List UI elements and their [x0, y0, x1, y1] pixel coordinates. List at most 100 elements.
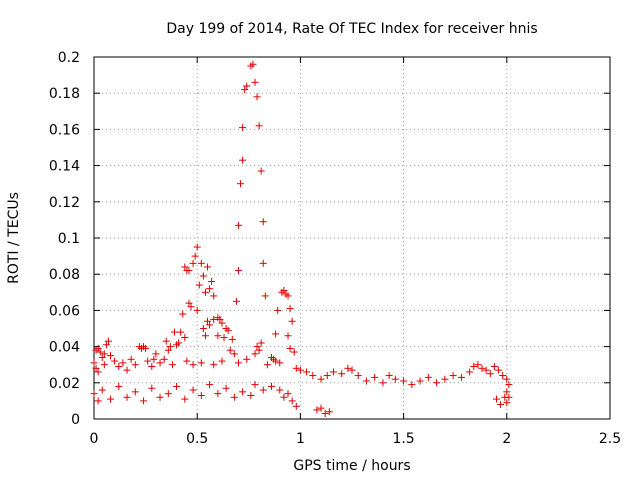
data-point — [183, 357, 191, 365]
data-point — [216, 315, 224, 323]
data-point — [230, 393, 238, 401]
grid-layer — [94, 57, 610, 419]
data-point — [449, 372, 457, 380]
data-point — [148, 363, 156, 371]
data-point — [257, 167, 265, 175]
data-point — [166, 343, 174, 351]
data-point — [148, 384, 156, 392]
data-point — [144, 357, 152, 365]
data-point — [107, 395, 115, 403]
data-point — [181, 334, 189, 342]
data-point — [150, 355, 158, 363]
data-point — [195, 281, 203, 289]
y-tick-label: 0.12 — [49, 195, 80, 211]
y-tick-label: 0 — [71, 412, 80, 428]
data-point — [193, 306, 201, 314]
data-point — [201, 332, 209, 340]
data-point — [243, 355, 251, 363]
data-point — [206, 321, 214, 329]
data-point — [385, 372, 393, 380]
data-point — [239, 124, 247, 132]
data-point — [115, 363, 123, 371]
data-point — [284, 332, 292, 340]
data-point — [90, 359, 98, 367]
data-point — [354, 372, 362, 380]
data-point — [344, 364, 352, 372]
data-point — [255, 122, 263, 130]
y-axis-title: ROTI / TECUs — [6, 192, 22, 284]
x-tick-label: 1.5 — [392, 431, 414, 447]
data-point — [96, 348, 104, 356]
data-point — [249, 60, 257, 68]
data-point — [482, 366, 490, 374]
data-point — [241, 86, 249, 94]
data-point — [278, 288, 286, 296]
data-point — [234, 267, 242, 275]
data-point — [268, 382, 276, 390]
data-point — [185, 267, 193, 275]
data-point — [177, 328, 185, 336]
data-point — [313, 406, 321, 414]
data-point — [255, 346, 263, 354]
data-point — [286, 305, 294, 313]
data-point — [259, 386, 267, 394]
data-point — [362, 377, 370, 385]
y-tick-label: 0.18 — [49, 86, 80, 102]
data-point — [323, 372, 331, 380]
x-tick-label: 2.5 — [599, 431, 621, 447]
data-point — [220, 334, 228, 342]
data-point — [348, 366, 356, 374]
data-point — [152, 350, 160, 358]
data-point — [226, 346, 234, 354]
data-point — [408, 381, 416, 389]
data-point — [338, 370, 346, 378]
data-point — [457, 373, 465, 381]
data-point — [100, 361, 108, 369]
data-point — [474, 361, 482, 369]
data-point — [181, 263, 189, 271]
data-point — [321, 410, 329, 418]
data-point — [497, 401, 505, 409]
data-point — [206, 381, 214, 389]
data-point — [286, 344, 294, 352]
data-point — [100, 350, 108, 358]
data-point — [208, 277, 216, 285]
data-point — [274, 306, 282, 314]
data-point — [98, 386, 106, 394]
data-point — [296, 366, 304, 374]
data-point — [284, 292, 292, 300]
data-point — [234, 221, 242, 229]
data-point — [280, 393, 288, 401]
data-point — [276, 359, 284, 367]
data-point — [197, 391, 205, 399]
data-point — [173, 341, 181, 349]
data-point — [391, 375, 399, 383]
data-point — [206, 285, 214, 293]
data-point — [156, 393, 164, 401]
data-point — [187, 303, 195, 311]
data-point — [191, 252, 199, 260]
data-point — [251, 381, 259, 389]
data-point — [486, 370, 494, 378]
y-tick-label: 0.04 — [49, 340, 80, 356]
data-point — [288, 397, 296, 405]
data-point — [371, 373, 379, 381]
data-point — [218, 319, 226, 327]
data-point — [98, 353, 106, 361]
data-point — [253, 343, 261, 351]
data-point — [140, 397, 148, 405]
data-point — [162, 337, 170, 345]
data-point — [170, 328, 178, 336]
data-point — [478, 364, 486, 372]
tick-layer: 0 0.5 1 1.5 2 2.5 0 0.02 0.04 0.06 0.08 0.1 0.12 0.14… — [49, 50, 621, 447]
x-axis-title: GPS time / hours — [293, 458, 410, 474]
data-point — [228, 335, 236, 343]
data-point — [204, 317, 212, 325]
data-point — [329, 368, 337, 376]
data-point — [115, 382, 123, 390]
data-point — [218, 357, 226, 365]
data-point — [181, 395, 189, 403]
data-point — [400, 377, 408, 385]
data-point — [210, 292, 218, 300]
